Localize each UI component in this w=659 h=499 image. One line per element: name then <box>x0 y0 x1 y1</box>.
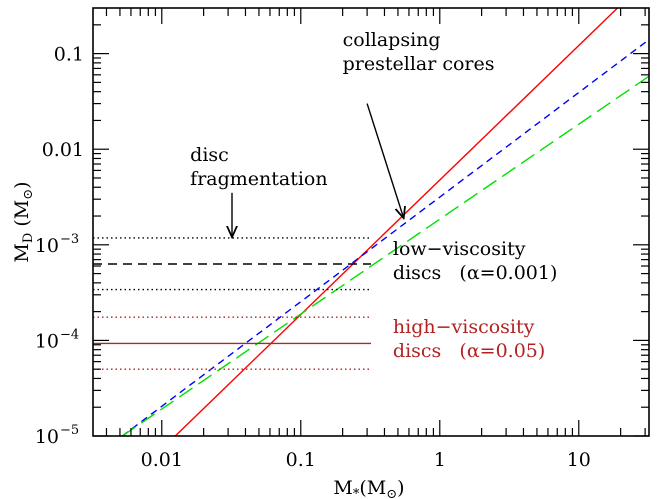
annotation-text-0: collapsing <box>343 29 441 51</box>
y-tick-label: 0.1 <box>54 44 84 66</box>
series-line-2 <box>121 75 649 436</box>
series-layer <box>93 8 649 436</box>
series-line-0 <box>174 8 619 436</box>
annotation-text-1: disc <box>190 144 229 166</box>
y-tick-label: 10 <box>35 235 59 257</box>
x-tick-label: 1 <box>434 449 446 471</box>
plot-frame <box>92 7 650 437</box>
x-tick-label: 0.01 <box>141 449 183 471</box>
annotation-arrow-0 <box>366 103 404 219</box>
y-tick-label: 10 <box>35 330 59 352</box>
x-axis-title: M*(M⊙) <box>333 477 404 499</box>
y-tick-exponent: −4 <box>60 327 79 342</box>
y-tick-exponent: −5 <box>60 423 79 438</box>
annotation-text-3: high−viscosity <box>393 316 535 338</box>
y-axis-title: MD (M⊙) <box>11 181 36 262</box>
annotation-text-3: discs (α=0.05) <box>393 340 545 362</box>
series-line-1 <box>121 39 649 436</box>
y-tick-label: 0.01 <box>42 139 84 161</box>
y-tick-label: 10 <box>35 426 59 448</box>
annotation-text-0: prestellar cores <box>343 53 495 75</box>
annotation-text-2: low−viscosity <box>393 238 526 260</box>
annotation-text-2: discs (α=0.001) <box>393 262 557 284</box>
x-tick-label: 10 <box>567 449 591 471</box>
x-tick-label: 0.1 <box>286 449 316 471</box>
y-tick-exponent: −3 <box>60 232 79 247</box>
annotation-text-1: fragmentation <box>190 168 327 190</box>
